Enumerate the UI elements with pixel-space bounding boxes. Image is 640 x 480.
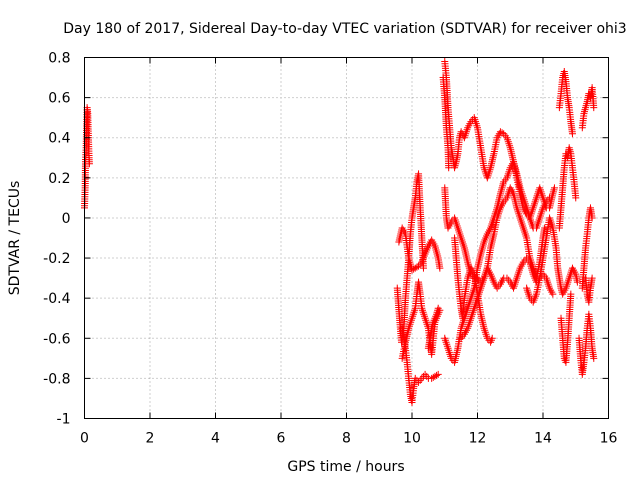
- y-tick-label: -0.2: [43, 251, 70, 267]
- data-point: [572, 194, 580, 202]
- data-point: [567, 290, 575, 298]
- data-point: [419, 264, 427, 272]
- y-tick-label: 0.8: [48, 51, 70, 67]
- data-point: [434, 304, 442, 312]
- y-tick-label: 0.2: [48, 171, 70, 187]
- y-tick-label: 0: [62, 211, 71, 227]
- x-tick-label: 10: [403, 431, 421, 447]
- axis-ticks: [84, 57, 609, 419]
- x-tick-label: 0: [80, 431, 89, 447]
- data-point: [590, 354, 598, 362]
- data-point: [488, 334, 496, 342]
- y-tick-label: -1: [57, 412, 71, 428]
- y-tick-labels: -1 -0.8 -0.6 -0.4 -0.2 0 0.2 0.4 0.6 0.8: [43, 51, 70, 428]
- x-tick-label: 4: [211, 431, 220, 447]
- x-tick-label: 2: [146, 431, 155, 447]
- data-point: [434, 370, 442, 378]
- y-tick-label: -0.6: [43, 331, 70, 347]
- data-point: [573, 278, 581, 286]
- x-tick-labels: 0 2 4 6 8 10 12 14 16: [80, 431, 617, 447]
- data-point: [85, 160, 93, 168]
- y-tick-label: -0.8: [43, 371, 70, 387]
- data-point: [549, 290, 557, 298]
- data-point: [550, 184, 558, 192]
- x-tick-label: 6: [277, 431, 286, 447]
- y-axis-label: SDTVAR / TECUs: [7, 181, 23, 296]
- data-point: [498, 129, 506, 137]
- y-tick-label: 0.4: [48, 131, 70, 147]
- data-point: [588, 274, 596, 282]
- data-points: [81, 58, 598, 406]
- x-tick-label: 14: [534, 431, 552, 447]
- x-tick-label: 16: [600, 431, 618, 447]
- y-tick-label: -0.4: [43, 291, 70, 307]
- chart-title: Day 180 of 2017, Sidereal Day-to-day VTE…: [63, 21, 626, 37]
- data-point: [568, 130, 576, 138]
- data-point: [588, 214, 596, 222]
- x-tick-label: 8: [342, 431, 351, 447]
- data-point: [413, 263, 421, 271]
- data-point: [445, 164, 453, 172]
- y-tick-label: 0.6: [48, 91, 70, 107]
- data-point: [590, 104, 598, 112]
- data-point: [546, 194, 554, 202]
- data-point: [436, 264, 444, 272]
- data-point: [433, 371, 441, 379]
- x-tick-label: 12: [469, 431, 487, 447]
- x-axis-label: GPS time / hours: [287, 459, 404, 475]
